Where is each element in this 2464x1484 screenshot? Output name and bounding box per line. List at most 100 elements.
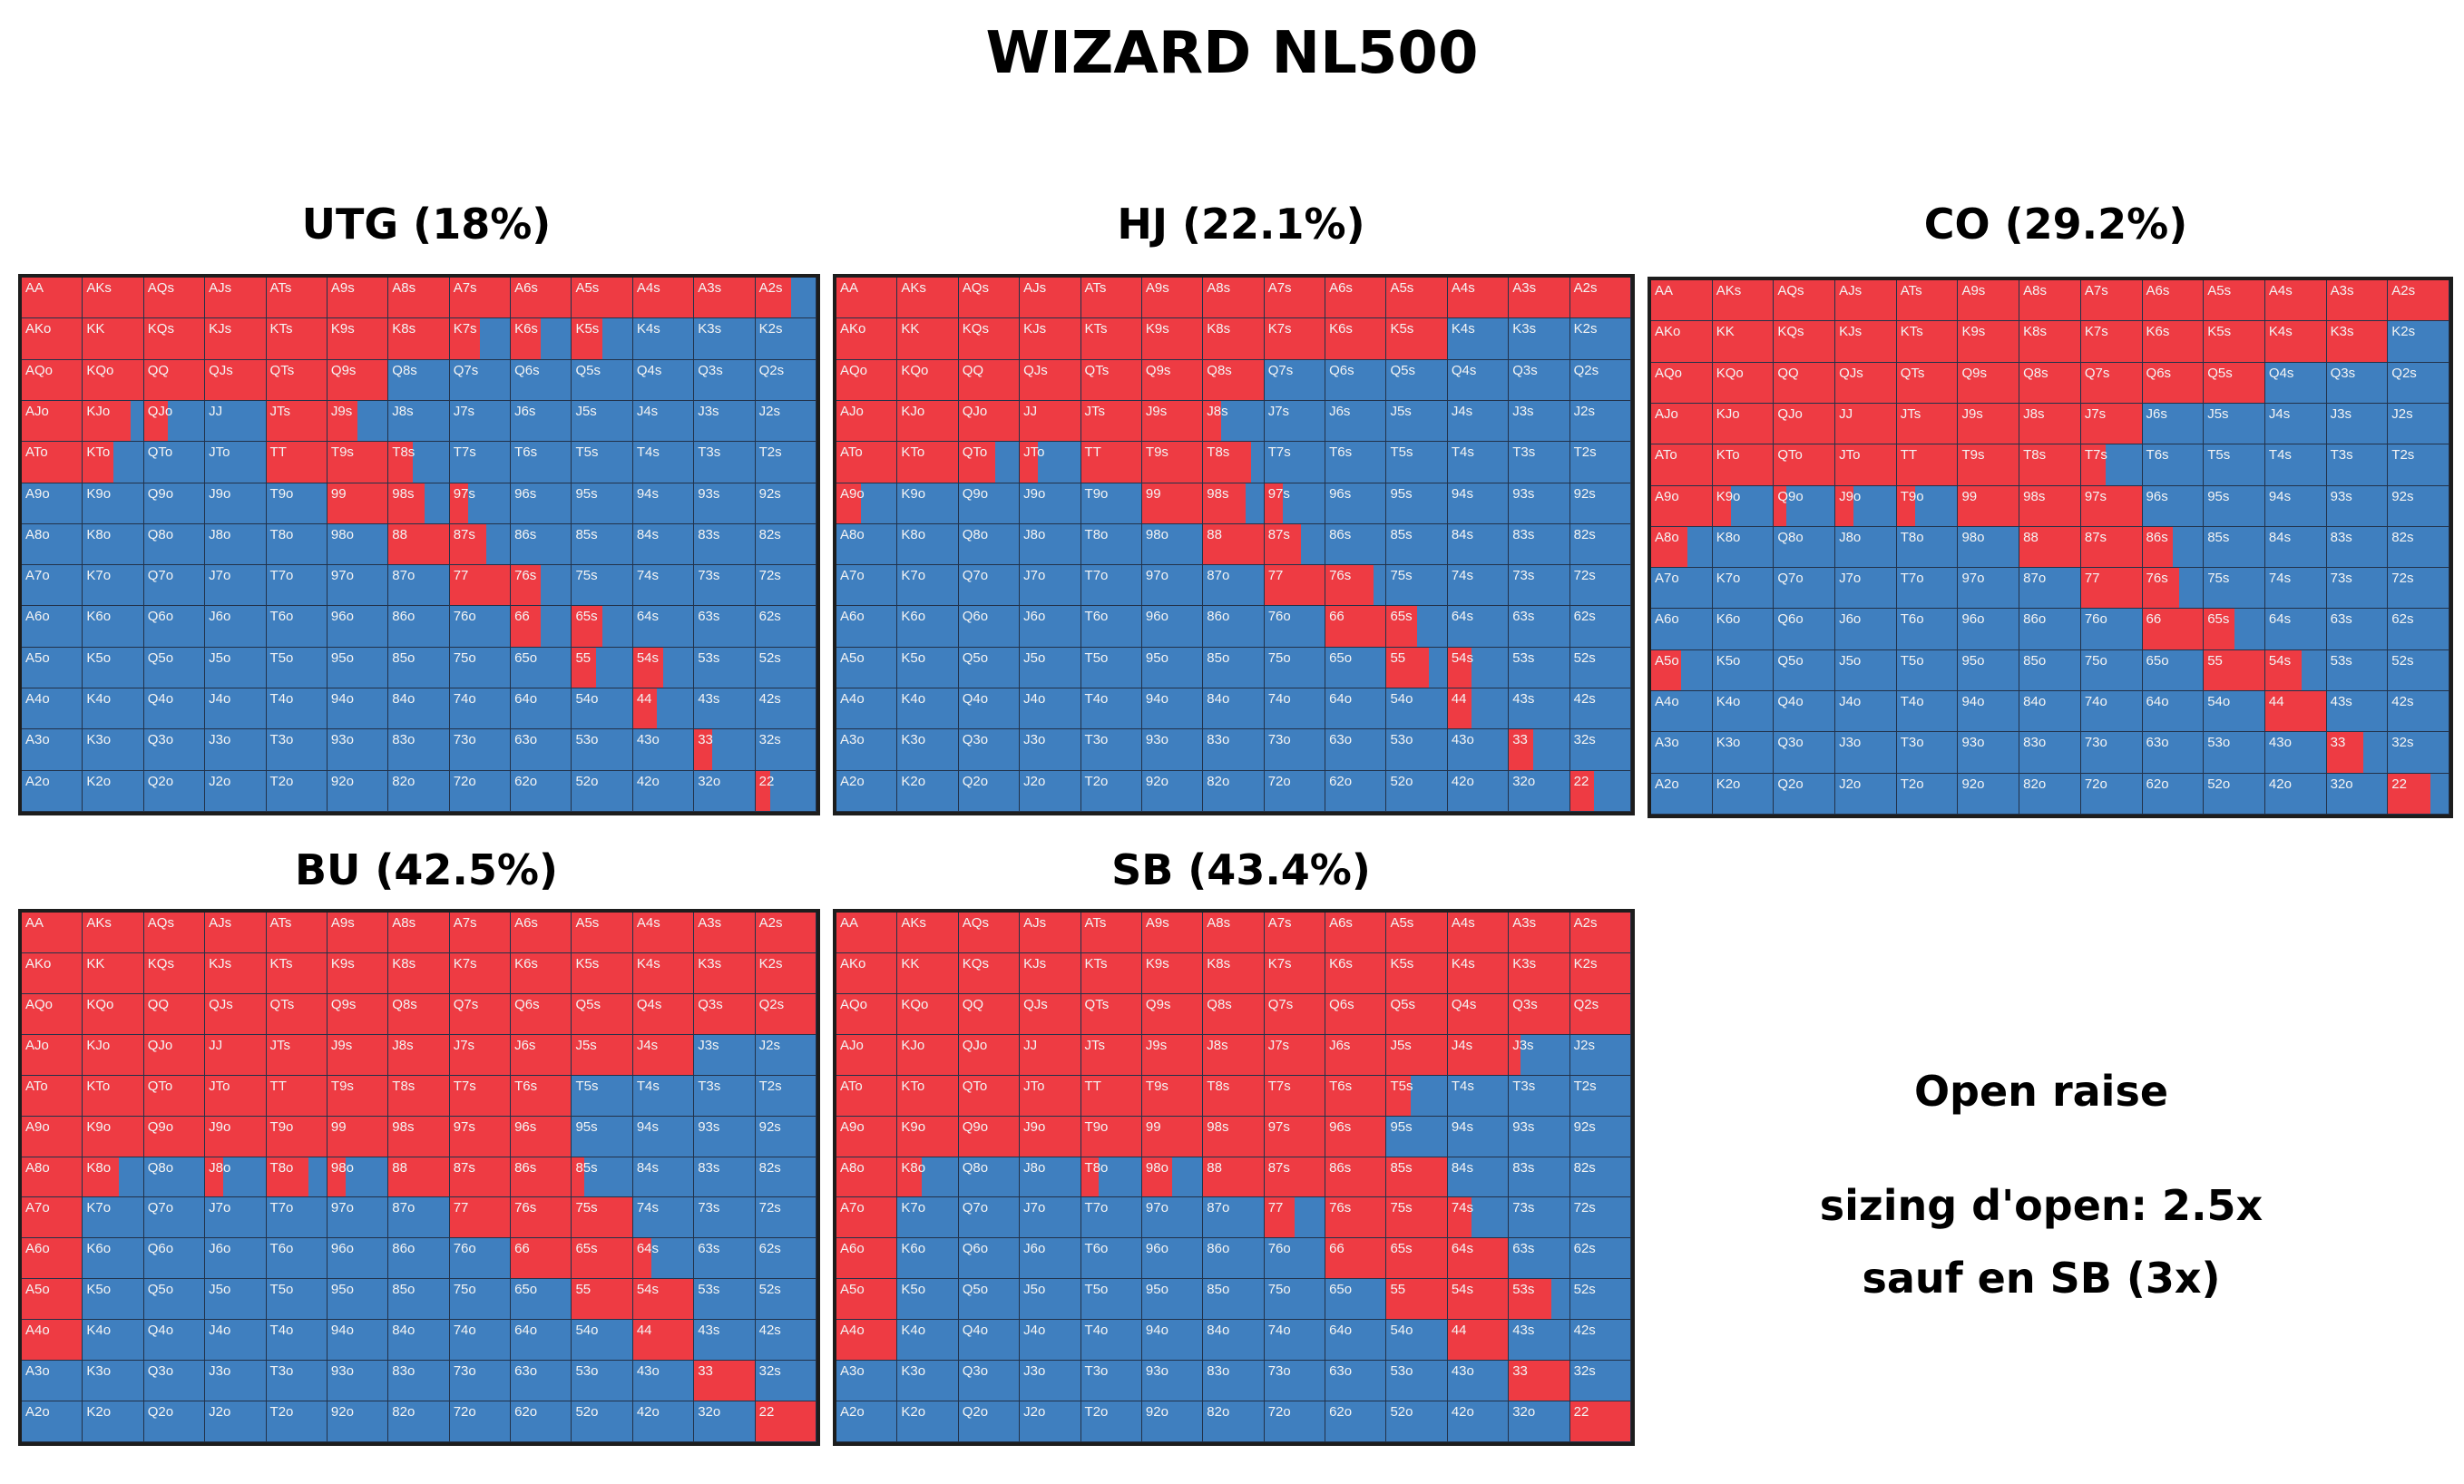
hand-cell-53s: 53s bbox=[694, 647, 756, 689]
hand-label: 64s bbox=[636, 609, 660, 625]
raise-fill bbox=[1509, 913, 1569, 952]
hand-cell-T8o: T8o bbox=[1080, 523, 1142, 566]
hand-cell-AQo: AQo bbox=[22, 993, 83, 1035]
hand-cell-K7o: K7o bbox=[83, 1197, 144, 1239]
raise-fill bbox=[22, 913, 83, 952]
hand-cell-AJs: AJs bbox=[1020, 913, 1081, 953]
raise-fill bbox=[22, 400, 83, 442]
raise-fill bbox=[1020, 1116, 1080, 1157]
hand-cell-T5o: T5o bbox=[266, 647, 328, 689]
hand-label: 93o bbox=[1145, 1363, 1168, 1380]
hand-cell-KTo: KTo bbox=[897, 442, 959, 483]
hand-cell-KJo: KJo bbox=[897, 1034, 959, 1076]
hj-range-grid: AA AKs AQs AJs ATs A9s A8s A7s A6s A5s A4s A3s A2s AK… bbox=[833, 274, 1635, 815]
hand-cell-K7s: K7s bbox=[1264, 952, 1326, 994]
hand-label: 32o bbox=[1512, 1404, 1536, 1421]
hand-cell-Q3o: Q3o bbox=[143, 1361, 206, 1402]
hand-label: 93o bbox=[1145, 732, 1168, 748]
hand-cell-AJo: AJo bbox=[836, 1034, 898, 1076]
hand-label: 65o bbox=[514, 1282, 538, 1298]
hand-cell-64o: 64o bbox=[2142, 691, 2205, 733]
hand-label: Q3s bbox=[698, 996, 723, 1012]
hand-cell-J4s: J4s bbox=[632, 1034, 695, 1076]
hand-cell-A4s: A4s bbox=[632, 278, 695, 319]
raise-fill bbox=[1569, 770, 1595, 811]
hand-label: A6o bbox=[840, 1241, 865, 1257]
hand-cell-96o: 96o bbox=[1141, 606, 1204, 648]
raise-fill bbox=[143, 952, 205, 993]
hand-label: 66 bbox=[514, 1241, 530, 1257]
hand-label: 54s bbox=[2268, 652, 2292, 669]
hand-label: 62s bbox=[758, 609, 781, 625]
raise-fill bbox=[2142, 280, 2204, 321]
hand-cell-A6o: A6o bbox=[1651, 609, 1713, 650]
hand-label: J6s bbox=[1329, 1037, 1351, 1053]
hand-cell-A8o: A8o bbox=[1651, 526, 1713, 569]
raise-fill bbox=[1325, 318, 1386, 359]
raise-fill bbox=[1835, 485, 1854, 526]
raise-fill bbox=[205, 1034, 266, 1075]
hand-label: T6o bbox=[1084, 609, 1109, 625]
raise-fill bbox=[632, 688, 658, 729]
hand-label: A2s bbox=[2391, 283, 2416, 298]
hand-cell-75o: 75o bbox=[449, 1279, 512, 1321]
hand-cell-98s: 98s bbox=[388, 1116, 450, 1157]
raise-fill bbox=[327, 318, 388, 359]
raise-fill bbox=[266, 952, 327, 993]
hand-cell-76s: 76s bbox=[2142, 568, 2205, 610]
raise-fill bbox=[2080, 444, 2106, 485]
raise-fill bbox=[836, 1238, 897, 1279]
hand-cell-84o: 84o bbox=[388, 1320, 450, 1362]
hand-cell-96o: 96o bbox=[327, 1238, 389, 1280]
hand-cell-42o: 42o bbox=[632, 1401, 695, 1442]
raise-fill bbox=[1386, 278, 1447, 318]
hand-label: 93s bbox=[2330, 488, 2352, 504]
hand-cell-J2o: J2o bbox=[1835, 773, 1897, 815]
hand-label: 73o bbox=[453, 732, 476, 748]
hand-label: K5s bbox=[575, 321, 600, 337]
raise-fill bbox=[1774, 321, 1835, 362]
raise-fill bbox=[1447, 913, 1509, 952]
hand-label: K4o bbox=[86, 1323, 112, 1339]
hand-label: AJs bbox=[1839, 283, 1863, 298]
hand-label: K3s bbox=[2330, 324, 2354, 340]
raise-fill bbox=[897, 442, 958, 483]
raise-fill bbox=[1203, 1116, 1264, 1157]
hand-label: 84o bbox=[392, 691, 416, 708]
hand-label: A4o bbox=[1655, 694, 1679, 710]
hand-cell-J2s: J2s bbox=[755, 400, 816, 443]
hand-cell-94s: 94s bbox=[1447, 483, 1510, 524]
hand-cell-Q6o: Q6o bbox=[143, 606, 206, 648]
hand-cell-J5s: J5s bbox=[1386, 1034, 1448, 1076]
hand-label: K7s bbox=[1267, 955, 1292, 971]
utg-range-grid: AA AKs AQs AJs ATs A9s A8s A7s A6s A5s A4s A3s A2s AK… bbox=[18, 274, 820, 815]
hand-label: 42s bbox=[758, 1323, 781, 1339]
hand-label: Q5o bbox=[962, 649, 989, 666]
hand-label: AJs bbox=[1023, 280, 1047, 296]
hand-cell-83s: 83s bbox=[694, 1157, 756, 1198]
hand-label: 62o bbox=[514, 1404, 538, 1421]
hand-label: KJo bbox=[86, 1037, 111, 1053]
raise-fill bbox=[22, 1075, 83, 1116]
hand-label: J9o bbox=[209, 1118, 231, 1135]
hand-cell-QJs: QJs bbox=[205, 993, 267, 1035]
hand-label: Q9s bbox=[330, 362, 357, 378]
raise-fill bbox=[143, 1116, 205, 1157]
hand-label: A3s bbox=[2330, 283, 2354, 298]
hand-label: J2o bbox=[209, 773, 231, 789]
hand-cell-92s: 92s bbox=[1569, 1116, 1631, 1157]
hand-cell-76o: 76o bbox=[449, 1238, 512, 1280]
hand-cell-Q9o: Q9o bbox=[1774, 485, 1836, 527]
raise-fill bbox=[511, 1075, 572, 1116]
hand-cell-Q9s: Q9s bbox=[327, 359, 389, 401]
hand-cell-AQs: AQs bbox=[143, 913, 206, 953]
hand-cell-95s: 95s bbox=[2204, 485, 2265, 527]
hand-cell-82s: 82s bbox=[755, 523, 816, 566]
hand-cell-T2s: T2s bbox=[2388, 444, 2449, 486]
hand-cell-K7o: K7o bbox=[897, 1197, 959, 1239]
hand-label: 88 bbox=[1207, 526, 1222, 542]
hand-label: QQ bbox=[962, 996, 984, 1012]
raise-fill bbox=[1080, 1075, 1141, 1116]
hand-label: 62s bbox=[2391, 611, 2414, 628]
raise-fill bbox=[205, 278, 266, 318]
